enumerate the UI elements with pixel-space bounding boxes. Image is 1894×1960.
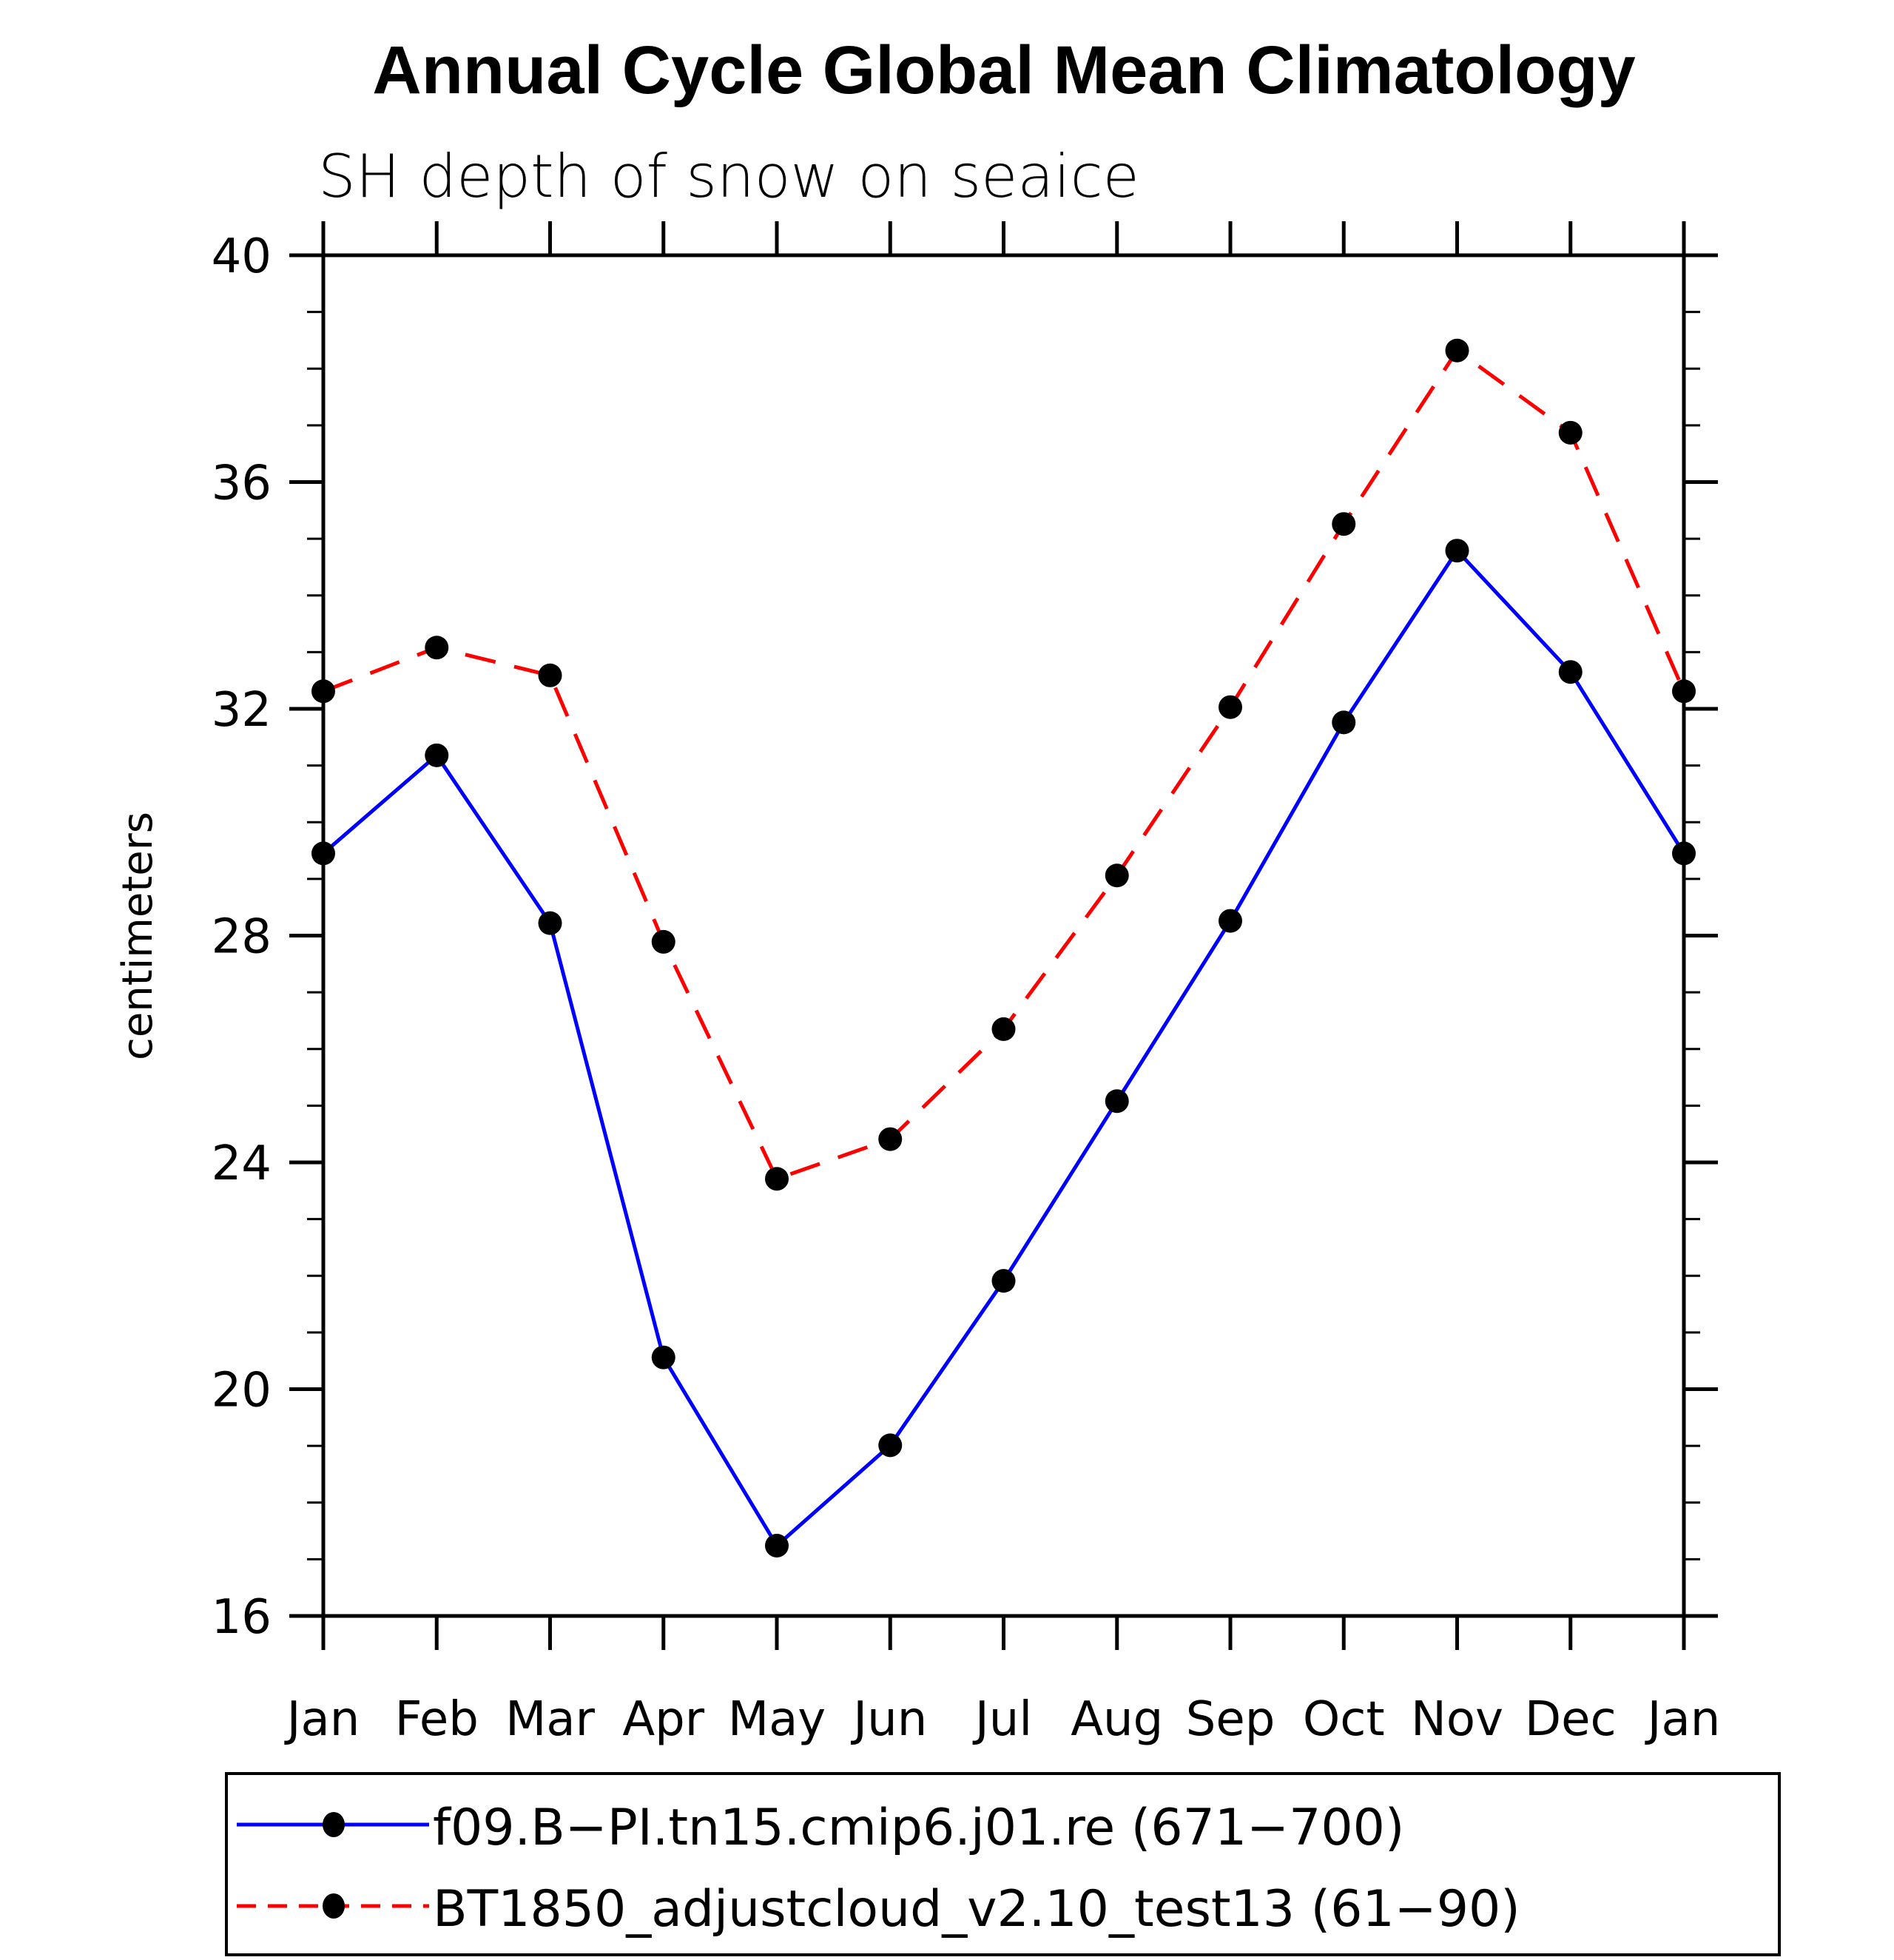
- y-axis-label: centimeters: [114, 812, 162, 1060]
- x-tick-label: May: [728, 1692, 826, 1747]
- series-line-1: [322, 548, 1686, 1548]
- x-tick-label: Jan: [1645, 1692, 1721, 1747]
- data-point-1: [538, 911, 562, 935]
- data-point-2: [1105, 863, 1129, 888]
- data-point-2: [651, 929, 675, 954]
- x-tick-label: Jan: [284, 1692, 360, 1747]
- series-line-2: [323, 348, 1686, 1181]
- data-point-1: [878, 1433, 903, 1458]
- y-tick-label: 36: [212, 457, 272, 511]
- y-tick-label: 16: [212, 1590, 272, 1645]
- data-point-2: [991, 1017, 1016, 1041]
- y-tick-label: 28: [212, 910, 272, 965]
- x-tick-label: Oct: [1303, 1692, 1385, 1747]
- data-point-1: [1219, 909, 1242, 933]
- y-tick-label: 32: [212, 683, 272, 738]
- x-tick-label: Feb: [395, 1692, 479, 1747]
- x-tick-label: Apr: [622, 1692, 704, 1747]
- data-point-1: [1558, 660, 1583, 684]
- chart-subtitle: SH depth of snow on seaice: [318, 142, 1139, 211]
- x-tick-label: Mar: [505, 1692, 595, 1747]
- series-markers: [311, 338, 1696, 1557]
- data-point-2: [425, 636, 449, 660]
- data-point-1: [1445, 539, 1469, 563]
- data-point-1: [425, 743, 449, 767]
- data-point-1: [1105, 1089, 1129, 1114]
- data-point-1: [991, 1269, 1016, 1293]
- data-point-2: [765, 1167, 789, 1191]
- x-tick-label: Jun: [850, 1692, 927, 1747]
- x-tick-label: Aug: [1071, 1692, 1163, 1747]
- data-point-1: [765, 1533, 789, 1557]
- legend-label-2: BT1850_adjustcloud_v2.10_test13 (61−90): [433, 1880, 1520, 1939]
- legend-box: [225, 1772, 1781, 1956]
- legend-marker-2: [323, 1893, 345, 1919]
- data-point-2: [878, 1127, 903, 1151]
- legend: f09.B−PI.tn15.cmip6.j01.re (671−700) BT18…: [225, 1772, 1781, 1956]
- chart-title: Annual Cycle Global Mean Climatology: [372, 33, 1635, 108]
- data-point-2: [1219, 695, 1242, 719]
- x-tick-label: Dec: [1525, 1692, 1617, 1747]
- x-tick-label: Sep: [1186, 1692, 1275, 1747]
- axis-ticks: [289, 221, 1718, 1650]
- series-lines: [322, 348, 1686, 1548]
- x-tick-label: Jul: [972, 1692, 1032, 1747]
- data-point-2: [1332, 512, 1356, 536]
- y-tick-label: 40: [212, 229, 272, 284]
- y-tick-label: 20: [212, 1364, 272, 1418]
- data-point-2: [538, 663, 562, 687]
- data-point-1: [1332, 710, 1356, 735]
- data-point-2: [1445, 338, 1469, 363]
- legend-marker-1: [323, 1812, 345, 1837]
- axis-tick-labels: Jan Feb Mar Apr May Jun Jul Aug Sep Oct Nov Dec Jan1…: [212, 229, 1721, 1747]
- data-point-2: [1558, 420, 1583, 445]
- y-tick-label: 24: [212, 1136, 272, 1191]
- legend-label-1: f09.B−PI.tn15.cmip6.j01.re (671−700): [433, 1799, 1404, 1857]
- plot-frame: [321, 253, 1686, 1618]
- x-tick-label: Nov: [1411, 1692, 1503, 1747]
- data-point-1: [651, 1345, 675, 1370]
